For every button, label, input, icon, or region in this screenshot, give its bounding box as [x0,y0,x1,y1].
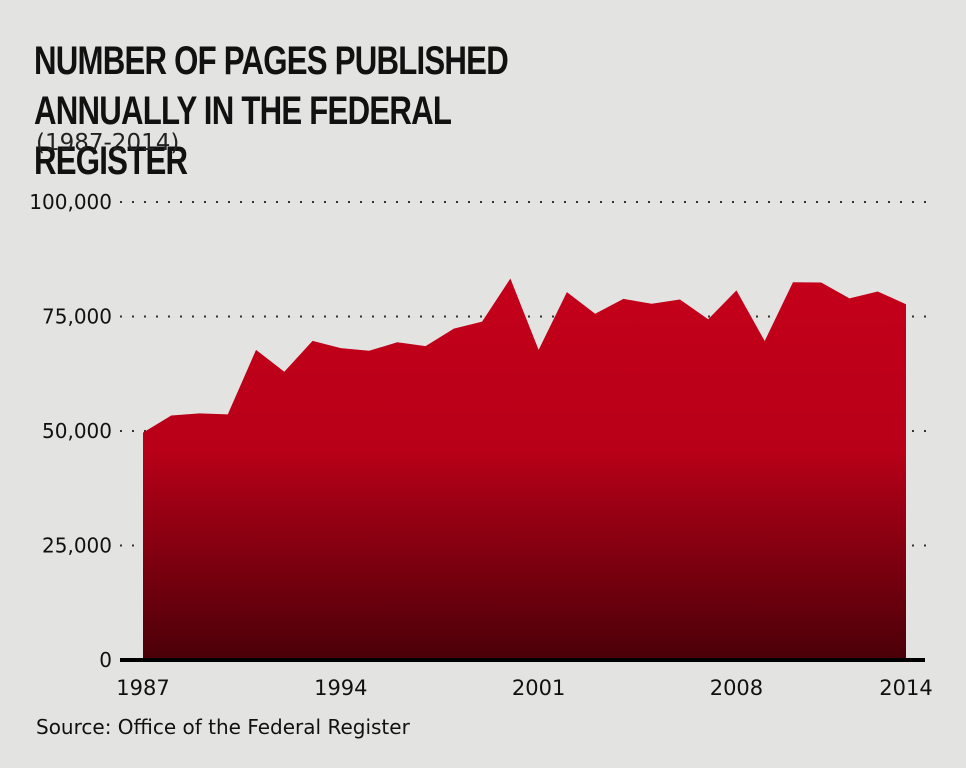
x-axis-ticks: 1987 1994 2001 2008 2014 [116,676,932,700]
x-tick-label: 2014 [879,676,932,700]
x-tick-label: 1994 [314,676,367,700]
y-tick-label: 75,000 [42,305,112,329]
chart-subtitle: (1987-2014) [36,130,180,156]
y-tick-label: 50,000 [42,419,112,443]
x-tick-label: 1987 [116,676,169,700]
y-tick-label: 0 [99,648,112,672]
source-note: Source: Office of the Federal Register [36,715,410,739]
x-tick-label: 2008 [710,676,763,700]
area-fill [143,278,906,660]
y-tick-label: 25,000 [42,534,112,558]
area-series [143,278,906,660]
x-tick-label: 2001 [512,676,565,700]
y-tick-label: 100,000 [29,190,112,214]
chart-title: Number of Pages Published Annually in th… [34,39,509,183]
y-axis-ticks: 0 25,000 50,000 75,000 100,000 [29,190,112,672]
